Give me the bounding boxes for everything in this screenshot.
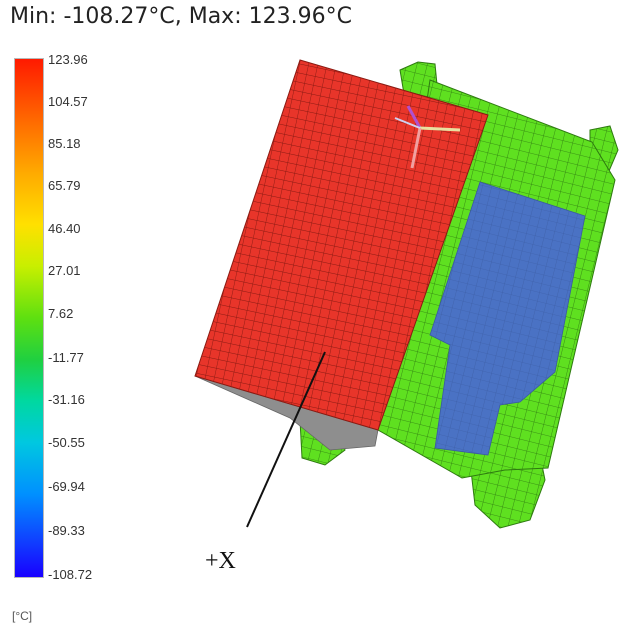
colorbar-tick-label: -108.72 — [48, 567, 93, 582]
colorbar-tick-label: -50.55 — [48, 435, 85, 450]
colorbar-tick-label: 123.96 — [48, 52, 88, 67]
colorbar-tick-label: 65.79 — [48, 178, 81, 193]
axis-pointer-line — [246, 351, 326, 528]
min-max-title: Min: -108.27°C, Max: 123.96°C — [10, 4, 352, 29]
colorbar-tick-label: -11.77 — [48, 350, 84, 365]
colorbar-tick-label: -31.16 — [48, 392, 85, 407]
temperature-colorbar — [14, 58, 44, 578]
colorbar-tick-label: 7.62 — [48, 306, 74, 321]
colorbar-tick-label: 46.40 — [48, 221, 81, 236]
colorbar-tick-label: 85.18 — [48, 136, 81, 151]
colorbar-tick-label: 27.01 — [48, 263, 81, 278]
model-cold-panel — [429, 181, 586, 456]
coordinate-triad-icon — [394, 105, 461, 169]
colorbar-tick-label: -69.94 — [48, 479, 85, 494]
colorbar-tick-label: -89.33 — [48, 523, 85, 538]
colorbar-tick-label: 104.57 — [48, 94, 88, 109]
colorbar-unit: [°C] — [12, 609, 33, 623]
axis-label-plus-x: +X — [205, 548, 236, 574]
